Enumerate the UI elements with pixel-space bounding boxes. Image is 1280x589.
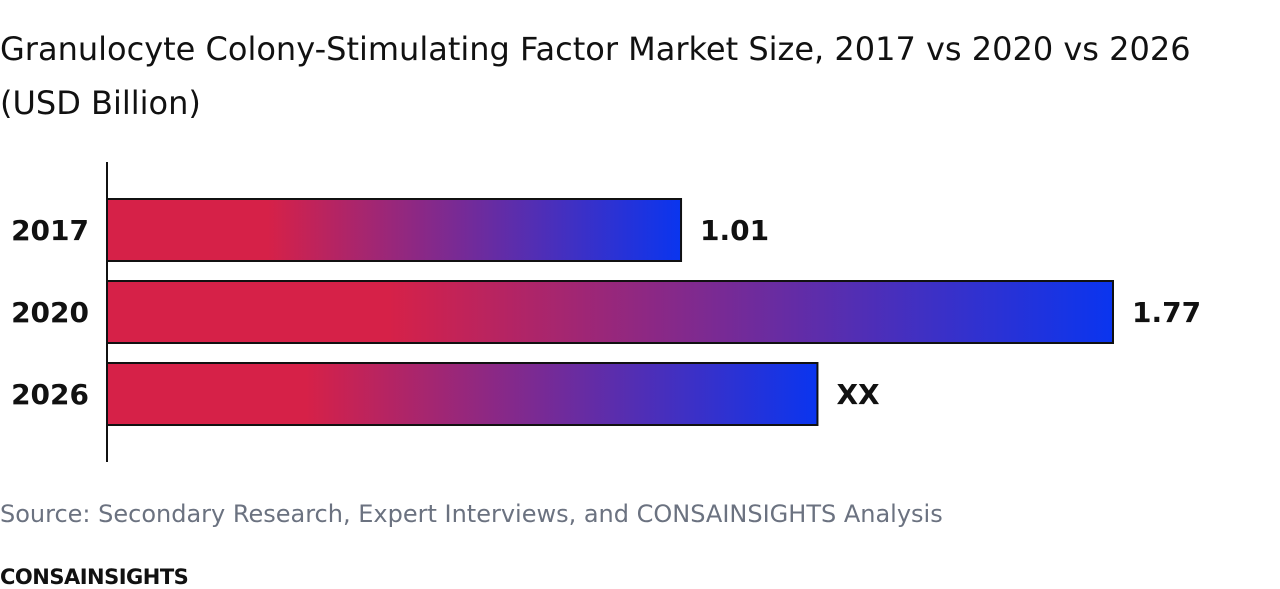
bar-2020 [106,280,1114,344]
category-label-2020: 2020 [11,296,89,329]
category-label-2026: 2026 [11,378,89,411]
bars-layer: 2017 1.01 2020 1.77 2026 XX [11,198,1201,426]
chart-title: Granulocyte Colony-Stimulating Factor Ma… [0,30,1191,122]
value-label-2020: 1.77 [1132,296,1201,329]
value-label-2026: XX [836,378,880,411]
source-note: Source: Secondary Research, Expert Inter… [0,500,943,528]
bar-2026 [106,362,819,426]
brand-logo-text: CONSAINSIGHTS [0,565,189,589]
value-label-2017: 1.01 [700,214,769,247]
bar-chart: 2017 1.01 2020 1.77 2026 XX [11,162,1201,462]
bar-2017 [106,198,683,262]
category-label-2017: 2017 [11,214,89,247]
